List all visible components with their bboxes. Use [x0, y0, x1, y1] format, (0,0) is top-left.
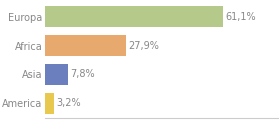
Text: 7,8%: 7,8% — [70, 69, 95, 79]
Bar — [45, 35, 126, 56]
Text: 61,1%: 61,1% — [225, 12, 256, 22]
Bar — [45, 64, 68, 85]
Text: 3,2%: 3,2% — [57, 98, 81, 108]
Text: 27,9%: 27,9% — [129, 41, 160, 51]
Bar — [45, 6, 223, 27]
Bar — [45, 93, 54, 114]
